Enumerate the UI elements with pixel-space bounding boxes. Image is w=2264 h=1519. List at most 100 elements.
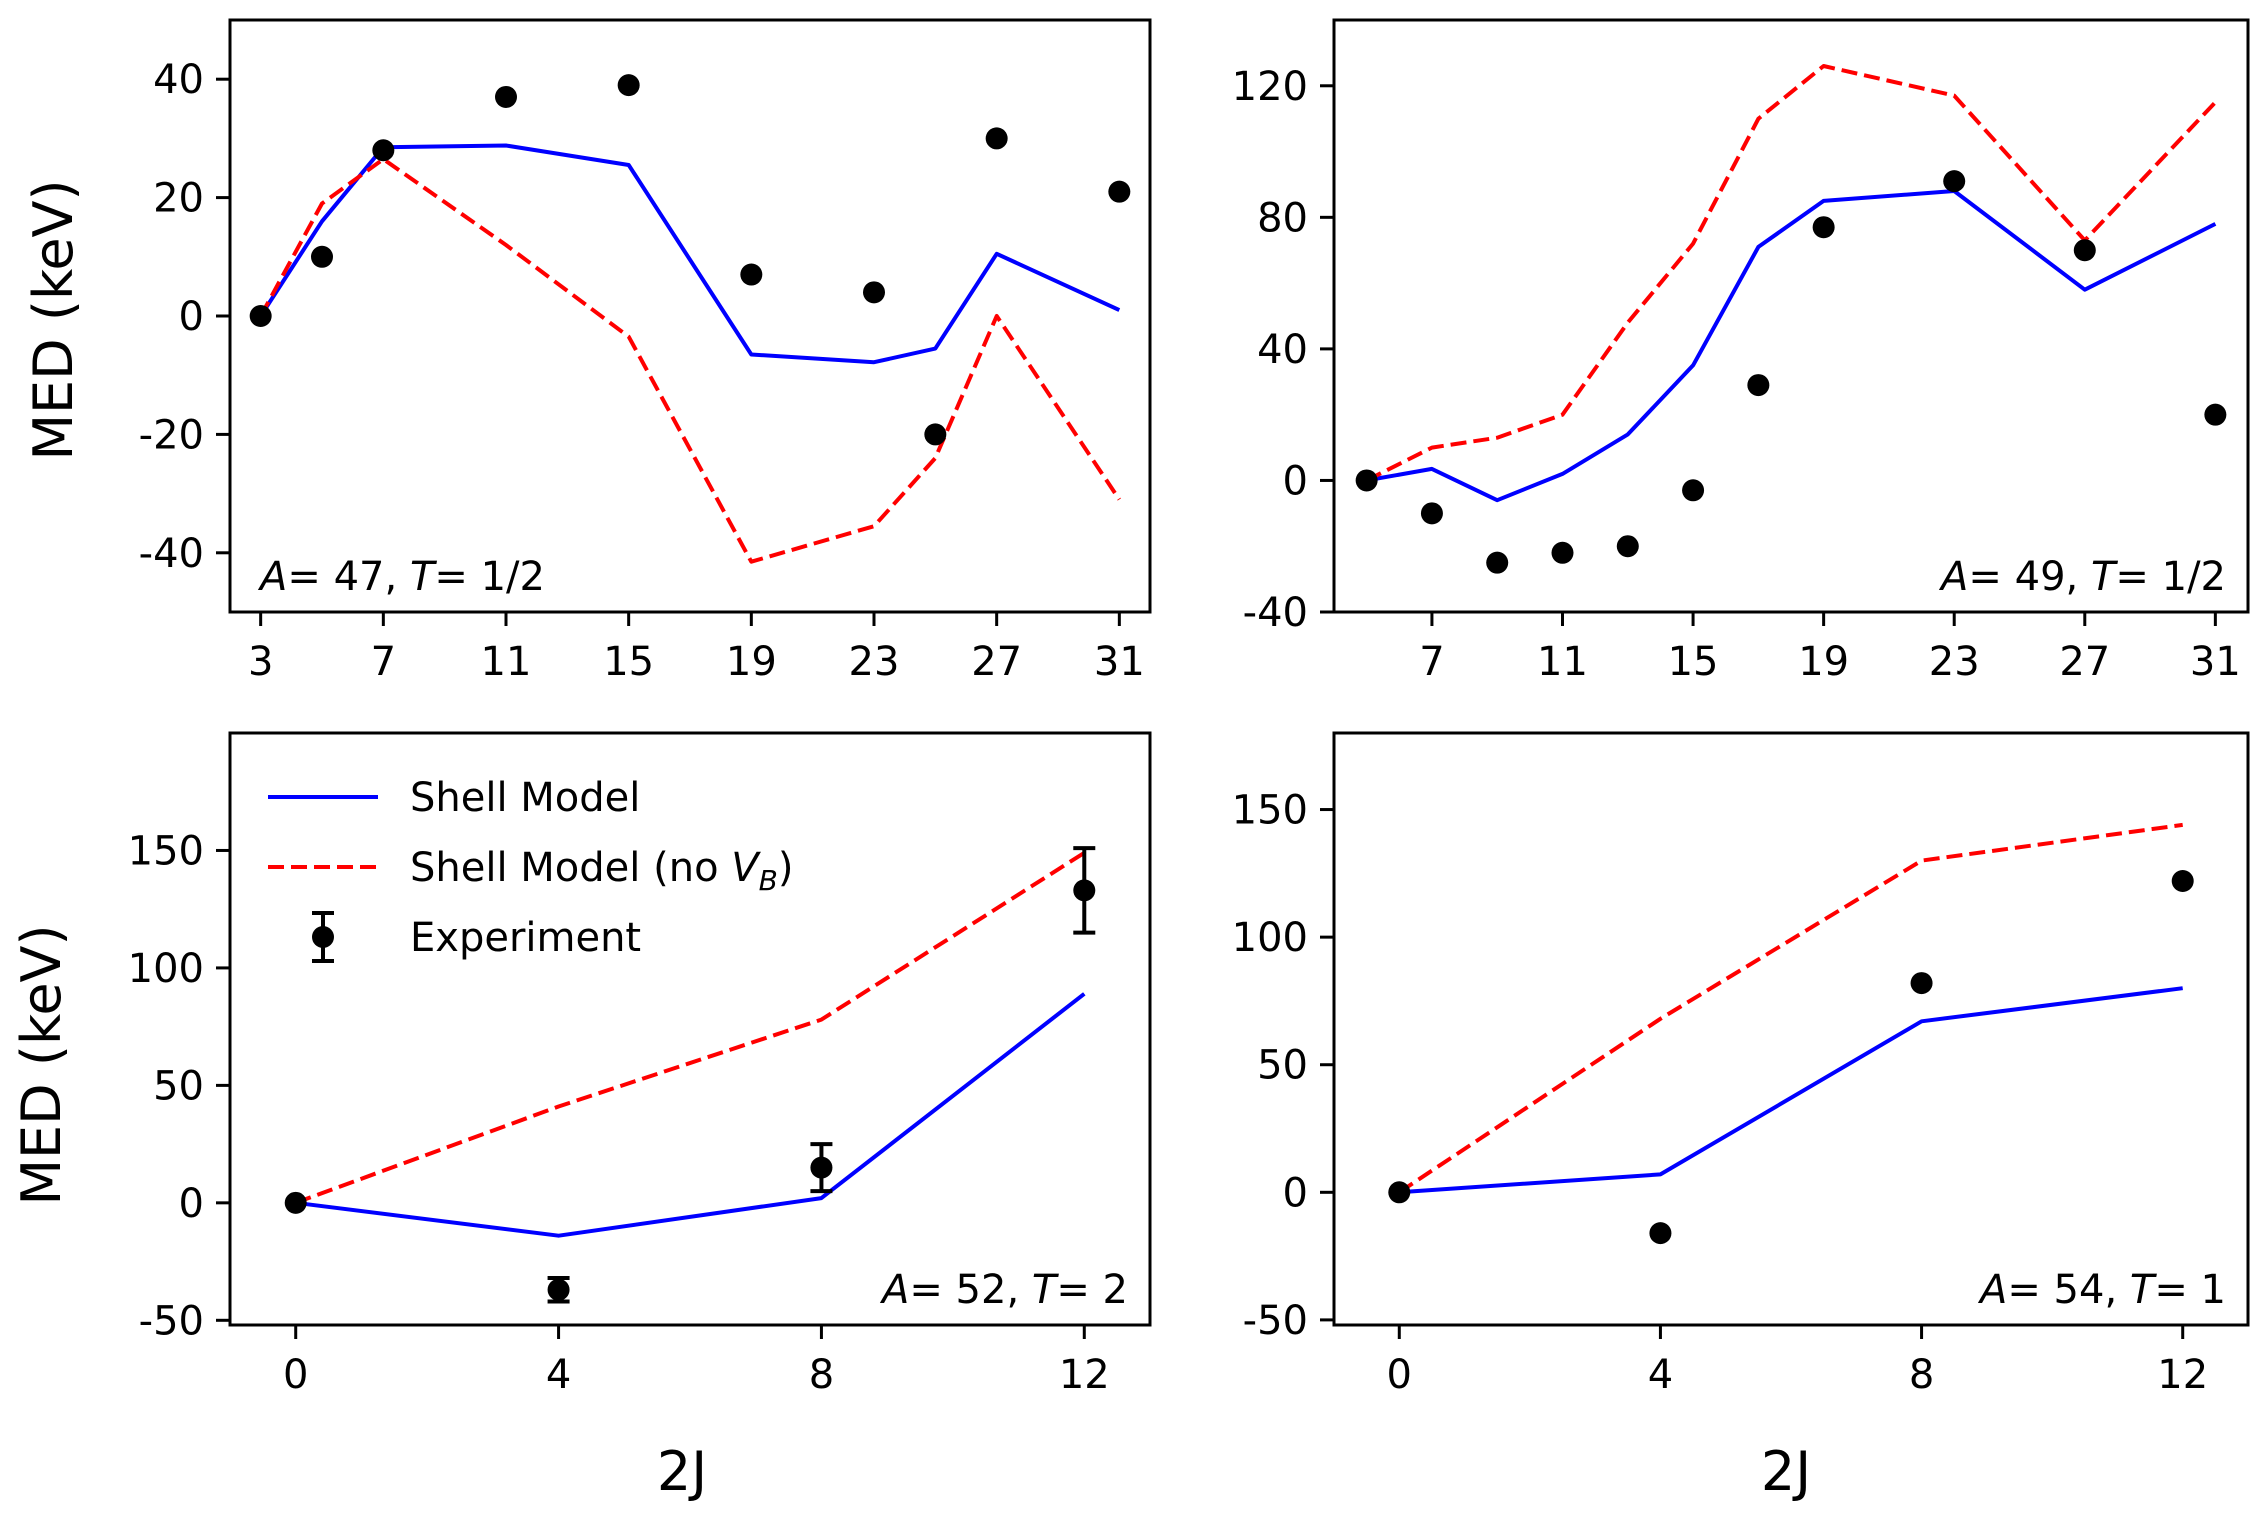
shell-model-novb-line: [1398, 822, 2183, 1194]
shell-model-line: [1366, 189, 2217, 503]
x-tick-label: 4: [546, 1352, 571, 1398]
x-tick-label: 15: [1668, 639, 1719, 685]
experiment-point: [985, 127, 1008, 150]
legend-shell-model-label: Shell Model: [410, 775, 640, 821]
experiment-point: [617, 74, 640, 97]
experiment-point: [1649, 1222, 1672, 1245]
experiment-point: [311, 245, 333, 268]
experiment-point: [1388, 1181, 1411, 1204]
x-tick-label: 7: [371, 639, 396, 685]
y-tick-label: 0: [179, 1181, 204, 1227]
y-tick-label: 0: [179, 294, 204, 340]
y-tick-label: -20: [139, 412, 204, 458]
xlabel-right: 2J: [1761, 1440, 1811, 1503]
axes-frame: [1332, 18, 2250, 614]
x-tick-label: 11: [481, 639, 532, 685]
y-tick-label: 0: [1283, 458, 1308, 504]
experiment-point: [495, 85, 517, 108]
shell-model-line: [1399, 986, 2183, 1195]
experiment-point: [1073, 879, 1096, 902]
x-tick-label: 3: [248, 639, 273, 685]
x-tick-label: 0: [1387, 1352, 1412, 1398]
panel-annotation: A= 49, T= 1/2: [1938, 554, 2226, 600]
y-tick-label: 40: [1257, 327, 1308, 373]
experiment-point: [1486, 551, 1509, 574]
x-tick-label: 31: [1094, 639, 1145, 685]
panel-a54: 0 4 8 12 -50 0 50 100 150 A= 54, T= 1: [1232, 731, 2250, 1398]
xlabel-left: 2J: [657, 1440, 707, 1503]
axes-frame: [228, 18, 1152, 614]
y-tick-label: -40: [139, 531, 204, 577]
experiment-point: [1108, 180, 1131, 203]
experiment-point: [2171, 870, 2194, 892]
ylabel-top: MED (keV): [22, 179, 85, 460]
panel-a49: 7 11 15 19 23 27 31 -40 0 40 80 120 A= 49, T= 1/2: [1232, 18, 2250, 685]
x-tick-label: 19: [1798, 639, 1849, 685]
x-tick-label: 8: [1909, 1352, 1934, 1398]
experiment-point: [1616, 535, 1639, 558]
x-tick-label: 12: [1059, 1352, 1110, 1398]
x-tick-label: 15: [603, 639, 654, 685]
y-tick-label: 100: [1232, 915, 1308, 961]
x-tick-label: 23: [1929, 639, 1980, 685]
y-tick-label: -50: [1243, 1298, 1308, 1344]
shell-model-novb-line: [295, 851, 1086, 1205]
x-tick-label: 12: [2157, 1352, 2208, 1398]
experiment-point: [2204, 403, 2227, 426]
experiment-point: [740, 263, 763, 286]
legend-shell-model-novb-label: Shell Model (no VB): [410, 845, 793, 897]
legend: Shell Model Shell Model (no VB) Experime…: [268, 775, 793, 963]
x-tick-label: 8: [809, 1352, 834, 1398]
ylabel-bottom: MED (keV): [10, 924, 73, 1205]
y-tick-label: 150: [128, 828, 204, 874]
y-tick-label: -40: [1243, 590, 1308, 636]
experiment-point: [1355, 469, 1378, 492]
legend-experiment-marker: [312, 926, 334, 948]
x-tick-label: 19: [726, 639, 777, 685]
experiment-point: [1747, 374, 1770, 397]
experiment-point: [249, 305, 272, 327]
experiment-point: [863, 281, 885, 304]
x-tick-label: 7: [1419, 639, 1444, 685]
x-tick-label: 23: [849, 639, 900, 685]
axes-frame: [1332, 731, 2250, 1327]
experiment-point: [547, 1278, 570, 1301]
experiment-point: [1420, 502, 1443, 525]
y-tick-label: 100: [128, 946, 204, 992]
y-tick-label: 50: [1257, 1043, 1308, 1089]
y-tick-label: 40: [153, 57, 204, 103]
x-tick-label: 11: [1537, 639, 1588, 685]
panel-a52: 0 4 8 12 -50 0 50 100 150 A= 52, T= 2: [128, 731, 1152, 1398]
x-tick-label: 0: [283, 1352, 308, 1398]
axes-frame: [228, 731, 1152, 1327]
y-tick-label: 50: [153, 1063, 204, 1109]
experiment-point: [1910, 972, 1933, 995]
experiment-point: [1551, 541, 1574, 564]
shell-model-novb-line: [1365, 64, 2217, 483]
experiment-point: [372, 139, 395, 162]
y-tick-label: 120: [1232, 64, 1308, 110]
shell-model-line: [259, 143, 1121, 365]
y-tick-label: -50: [139, 1298, 204, 1344]
legend-experiment-label: Experiment: [410, 915, 641, 961]
panel-a47: 3 7 11 15 19 23 27 31 -40 -20 0 20 40 A= 47, T= 1/2: [139, 18, 1152, 685]
x-tick-label: 31: [2190, 639, 2241, 685]
x-tick-label: 27: [971, 639, 1022, 685]
experiment-point: [1943, 170, 1966, 193]
x-tick-label: 27: [2059, 639, 2110, 685]
panel-annotation: A= 52, T= 2: [879, 1267, 1128, 1313]
experiment-point: [924, 423, 947, 446]
experiment-point: [1812, 216, 1835, 239]
shell-model-line: [295, 992, 1086, 1238]
y-tick-label: 150: [1232, 788, 1308, 834]
panel-annotation: A= 47, T= 1/2: [257, 554, 545, 600]
y-tick-label: 20: [153, 176, 204, 222]
panel-annotation: A= 54, T= 1: [1977, 1267, 2226, 1313]
experiment-point: [284, 1191, 307, 1214]
shell-model-novb-line: [258, 157, 1121, 564]
y-tick-label: 80: [1257, 195, 1308, 241]
experiment-point: [2073, 239, 2096, 262]
